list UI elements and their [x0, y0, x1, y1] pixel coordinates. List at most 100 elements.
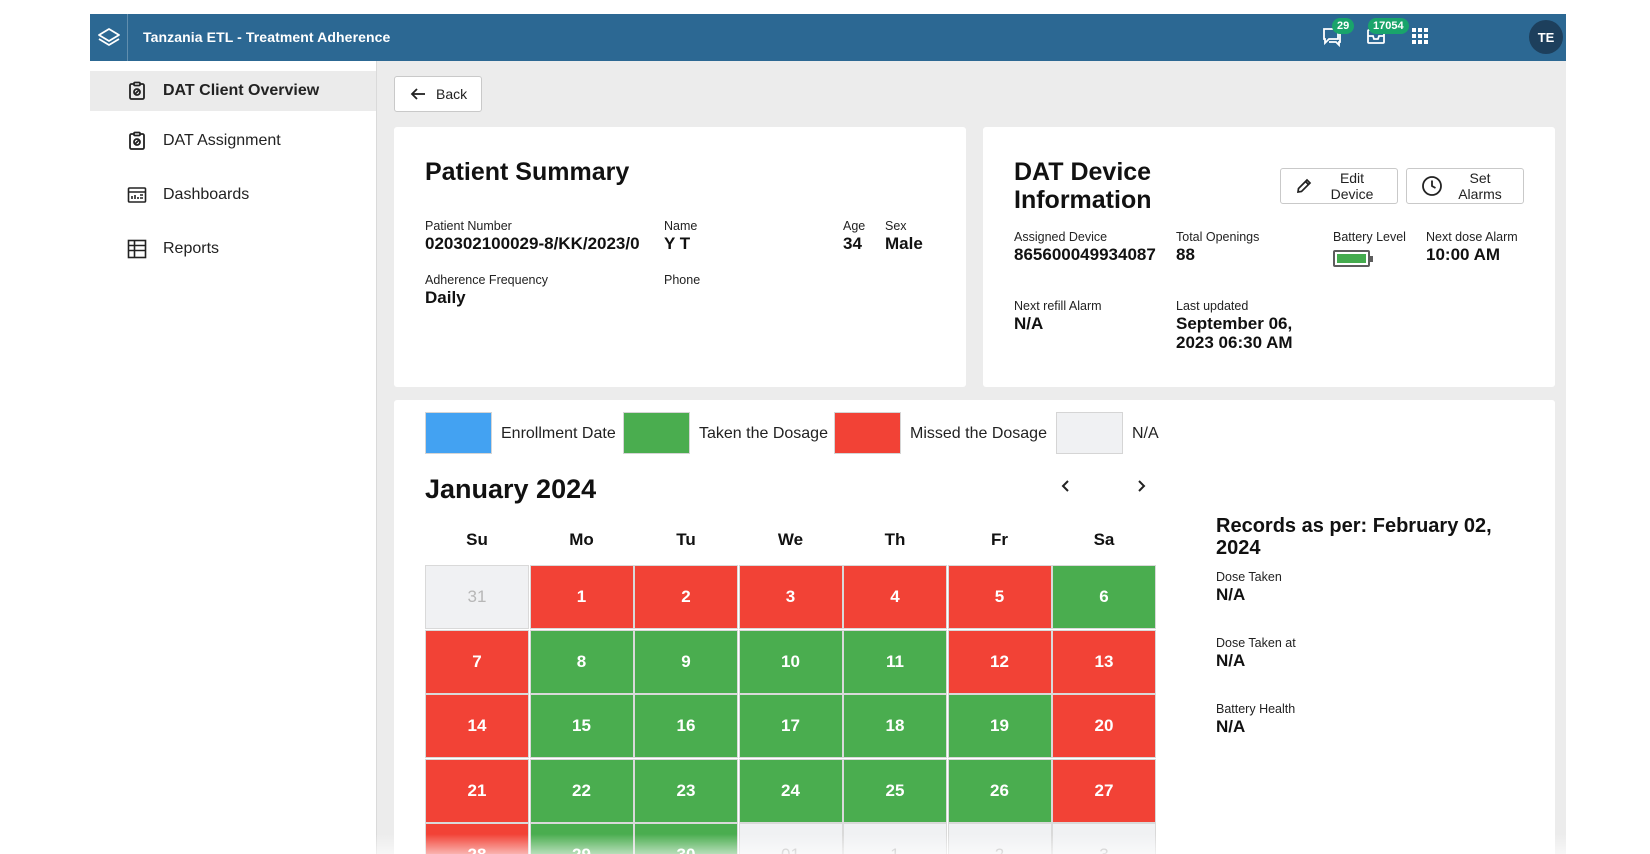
weekday-label: Sa: [1093, 530, 1115, 549]
calendar-day-taken[interactable]: 17: [738, 694, 843, 758]
adherence-frequency-field: Adherence Frequency Daily: [425, 273, 548, 307]
pencil-icon: [1295, 177, 1313, 195]
calendar-day-miss[interactable]: 20: [1052, 694, 1156, 758]
legend-swatch-enrollment: [425, 412, 492, 454]
calendar-day-taken[interactable]: 23: [634, 758, 738, 823]
previous-month-button[interactable]: [1052, 474, 1080, 502]
chevron-left-icon: [1059, 479, 1073, 498]
calendar-day-miss[interactable]: 12: [947, 629, 1052, 694]
record-battery-health: Battery Health N/A: [1216, 702, 1295, 736]
calendar-day-miss[interactable]: 14: [425, 694, 529, 758]
patient-phone-label: Phone: [664, 273, 701, 287]
calendar-day-miss[interactable]: 3: [738, 565, 843, 629]
calendar-day-taken[interactable]: 25: [843, 758, 947, 823]
patient-summary-card: Patient Summary Patient Number 020302100…: [394, 127, 966, 387]
total-openings-label: Total Openings: [1176, 230, 1260, 244]
calendar-month-title: January 2024: [425, 474, 597, 504]
back-button-label: Back: [436, 86, 468, 102]
total-openings-value: 88: [1176, 245, 1195, 264]
sidebar-item-dashboards[interactable]: Dashboards: [90, 175, 376, 215]
calendar-day-na[interactable]: 31: [425, 565, 529, 629]
app-title[interactable]: Tanzania ETL - Treatment Adherence: [143, 29, 391, 45]
edit-device-button[interactable]: Edit Device: [1280, 168, 1398, 204]
calendar-day-miss[interactable]: 21: [425, 758, 529, 823]
next-month-button[interactable]: [1127, 474, 1155, 502]
adherence-calendar-card: Enrollment Date Taken the Dosage Missed …: [394, 400, 1555, 854]
back-button[interactable]: Back: [394, 76, 482, 112]
calendar-day-taken[interactable]: 8: [529, 629, 634, 694]
next-refill-alarm-value: N/A: [1014, 314, 1044, 333]
weekday-label: Mo: [569, 530, 594, 549]
calendar-day-na[interactable]: 2: [947, 823, 1052, 854]
record-label: Dose Taken at: [1216, 636, 1296, 650]
record-value: N/A: [1216, 717, 1246, 736]
calendar-day-taken[interactable]: 29: [529, 823, 634, 854]
calendar-day-taken[interactable]: 9: [634, 629, 738, 694]
calendar-day-taken[interactable]: 18: [843, 694, 947, 758]
calendar-day-taken[interactable]: 22: [529, 758, 634, 823]
calendar-day-taken[interactable]: 19: [947, 694, 1052, 758]
calendar-day-miss[interactable]: 27: [1052, 758, 1156, 823]
calendar-day-miss[interactable]: 28: [425, 823, 529, 854]
calendar-day-taken[interactable]: 26: [947, 758, 1052, 823]
legend-swatch-taken: [623, 412, 690, 454]
next-dose-alarm-field: Next dose Alarm 10:00 AM: [1426, 230, 1518, 264]
inbox-button[interactable]: 17054: [1362, 18, 1409, 52]
calendar-day-miss[interactable]: 2: [634, 565, 738, 629]
last-updated-label: Last updated: [1176, 299, 1249, 313]
calendar-day-miss[interactable]: 5: [947, 565, 1052, 629]
inbox-count-badge: 17054: [1368, 18, 1409, 34]
calendar-day-taken[interactable]: 15: [529, 694, 634, 758]
calendar-day-miss[interactable]: 1: [529, 565, 634, 629]
sidebar-item-dat-assignment[interactable]: DAT Assignment: [90, 121, 376, 161]
calendar-day-taken[interactable]: 30: [634, 823, 738, 854]
next-dose-alarm-value: 10:00 AM: [1426, 245, 1501, 264]
calendar-day-na[interactable]: 01: [738, 823, 843, 854]
weekday-label: Th: [884, 530, 906, 549]
calendar-day-na[interactable]: 1: [843, 823, 947, 854]
calendar-day-taken[interactable]: 16: [634, 694, 738, 758]
app-logo-icon[interactable]: [90, 14, 128, 61]
edit-device-label: Edit Device: [1313, 170, 1397, 202]
calendar-day-na[interactable]: 3: [1052, 823, 1156, 854]
calendar-day-miss[interactable]: 4: [843, 565, 947, 629]
patient-age-value: 34: [843, 234, 862, 253]
device-title-line: Information: [1014, 186, 1152, 214]
legend-label-missed: Missed the Dosage: [910, 425, 1047, 442]
weekday-label: We: [777, 530, 804, 549]
sidebar-item-label: DAT Assignment: [163, 132, 281, 149]
sidebar-item-reports[interactable]: Reports: [90, 229, 376, 269]
edit-device-label-line: Device: [1330, 186, 1374, 202]
records-title: Records as per: February 02, 2024: [1216, 515, 1492, 559]
assigned-device-value: 865600049934087: [1014, 245, 1156, 264]
app-window: Tanzania ETL - Treatment Adherence 29 17…: [90, 14, 1566, 854]
calendar-day-taken[interactable]: 24: [738, 758, 843, 823]
battery-cap: [1370, 256, 1373, 262]
clipboard-icon: [125, 129, 149, 153]
patient-number-field: Patient Number 020302100029-8/KK/2023/0: [425, 219, 640, 253]
apps-grid-icon: [1411, 27, 1429, 50]
patient-name-value: Y T: [664, 234, 691, 253]
user-avatar[interactable]: TE: [1529, 20, 1563, 54]
set-alarms-label-line: Set: [1469, 170, 1491, 186]
sidebar-item-dat-client-overview[interactable]: DAT Client Overview: [90, 71, 376, 111]
battery-level-label: Battery Level: [1333, 230, 1406, 244]
calendar-day-taken[interactable]: 10: [738, 629, 843, 694]
record-dose-taken-at: Dose Taken at N/A: [1216, 636, 1296, 670]
set-alarms-button[interactable]: Set Alarms: [1406, 168, 1524, 204]
calendar-day-miss[interactable]: 13: [1052, 629, 1156, 694]
legend-swatch-na: [1056, 412, 1123, 454]
record-dose-taken: Dose Taken N/A: [1216, 570, 1282, 604]
assigned-device-label: Assigned Device: [1014, 230, 1108, 244]
messages-button[interactable]: 29: [1318, 18, 1355, 52]
calendar-day-taken[interactable]: 6: [1052, 565, 1156, 629]
apps-menu-button[interactable]: [1406, 24, 1434, 52]
chevron-right-icon: [1134, 479, 1148, 498]
next-dose-alarm-label: Next dose Alarm: [1426, 230, 1518, 244]
assigned-device-field: Assigned Device 865600049934087: [1014, 230, 1156, 264]
sidebar-item-label: Dashboards: [163, 186, 250, 203]
patient-name-label: Name: [664, 219, 698, 233]
patient-number-value: 020302100029-8/KK/2023/0: [425, 234, 640, 253]
calendar-day-taken[interactable]: 11: [843, 629, 947, 694]
calendar-day-miss[interactable]: 7: [425, 629, 529, 694]
